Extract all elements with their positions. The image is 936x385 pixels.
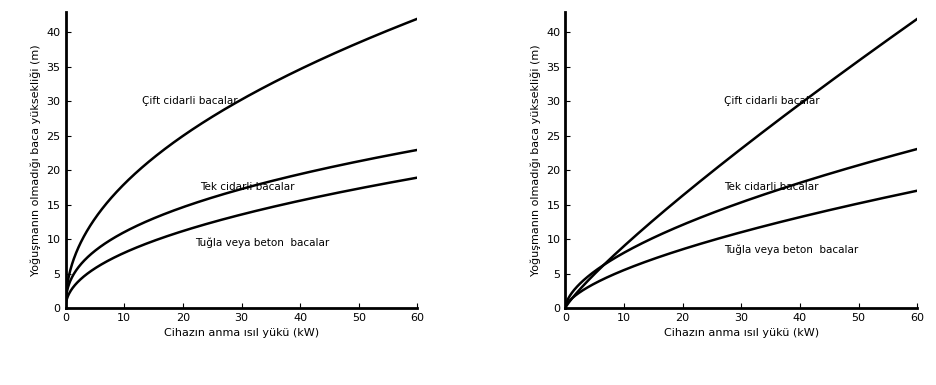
Text: Tuğla veya beton  bacalar: Tuğla veya beton bacalar [724, 244, 858, 254]
Y-axis label: Yoğuşmanın olmadığı baca yüksekliği (m): Yoğuşmanın olmadığı baca yüksekliği (m) [31, 44, 41, 276]
Text: Tuğla veya beton  bacalar: Tuğla veya beton bacalar [195, 237, 329, 248]
X-axis label: Cihazın anma ısıl yükü (kW): Cihazın anma ısıl yükü (kW) [164, 328, 319, 338]
X-axis label: Cihazın anma ısıl yükü (kW): Cihazın anma ısıl yükü (kW) [664, 328, 819, 338]
Text: Tek cidarli bacalar: Tek cidarli bacalar [200, 182, 295, 192]
Text: Tek cidarli bacalar: Tek cidarli bacalar [724, 182, 818, 192]
Text: Çift cidarli bacalar: Çift cidarli bacalar [724, 96, 819, 106]
Text: Çift cidarli bacalar: Çift cidarli bacalar [141, 96, 238, 106]
Y-axis label: Yoğuşmanın olmadığı baca yüksekliği (m): Yoğuşmanın olmadığı baca yüksekliği (m) [531, 44, 541, 276]
